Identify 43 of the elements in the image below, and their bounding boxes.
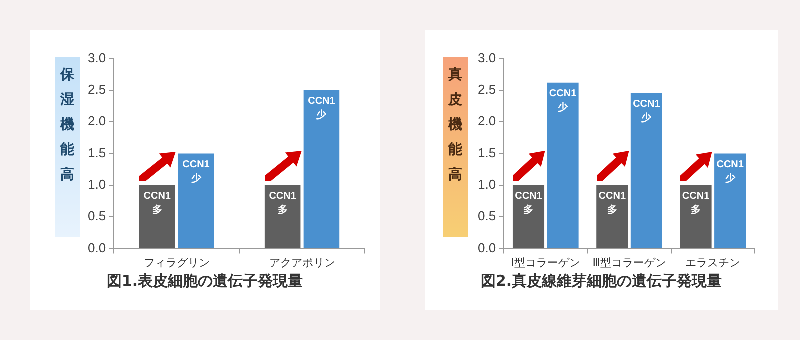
y-tick-label: 2.5 — [88, 82, 106, 98]
x-tick-label: アクアポリン — [269, 256, 336, 270]
y-tick-label: 2.5 — [478, 82, 496, 98]
bar — [630, 93, 662, 248]
bar — [304, 90, 340, 248]
series-label: CCN1 少 — [182, 160, 210, 185]
text: CCN1 少 — [633, 98, 660, 124]
series-label: CCN1 少 — [716, 160, 744, 185]
text: CCN1 多 — [682, 191, 710, 216]
bar — [547, 82, 579, 248]
text: CCN1 少 — [308, 96, 336, 122]
x-tick-label: Ⅰ型コラーゲン — [511, 256, 581, 270]
bar — [680, 185, 712, 248]
text: 図1.表皮細胞の遺伝子発現量 — [106, 272, 304, 291]
bar — [714, 154, 746, 248]
y-tick-label: 2.0 — [478, 114, 496, 129]
text: CCN1 少 — [549, 88, 577, 114]
bar — [596, 185, 628, 248]
y-tick-label: 1.5 — [478, 145, 496, 160]
text: CCN1 多 — [144, 191, 171, 216]
x-tick-label: Ⅲ型コラーゲン — [592, 256, 666, 270]
y-tick-label: 0.0 — [88, 240, 106, 256]
y-tick-label: 1.0 — [88, 177, 106, 192]
series-label: CCN1 多 — [269, 191, 297, 216]
y-tick-label: 0.5 — [478, 208, 496, 224]
x-tick-label: エラスチン — [686, 256, 741, 270]
text: 図2.真皮線維芽細胞の遺伝子発現量 — [480, 272, 724, 291]
bar — [178, 154, 214, 248]
y-tick-label: 1.0 — [478, 177, 496, 192]
text: CCN1 多 — [598, 191, 626, 216]
bar — [264, 185, 301, 248]
x-tick-label: フィラグリン — [144, 256, 210, 270]
y-tick-label: 0.5 — [88, 208, 106, 224]
y-tick-label: 1.5 — [88, 145, 106, 160]
y-tick-label: 3.0 — [478, 50, 496, 66]
y-tick-label: 3.0 — [88, 50, 106, 66]
y-axis-title: 真皮機能高 — [448, 66, 463, 185]
bar — [512, 185, 545, 248]
series-label: CCN1 多 — [515, 191, 543, 216]
bar — [139, 185, 176, 248]
y-axis-title: 保湿機能高 — [60, 66, 75, 185]
y-tick-label: 2.0 — [88, 114, 106, 129]
y-tick-label: 0.0 — [478, 240, 496, 256]
